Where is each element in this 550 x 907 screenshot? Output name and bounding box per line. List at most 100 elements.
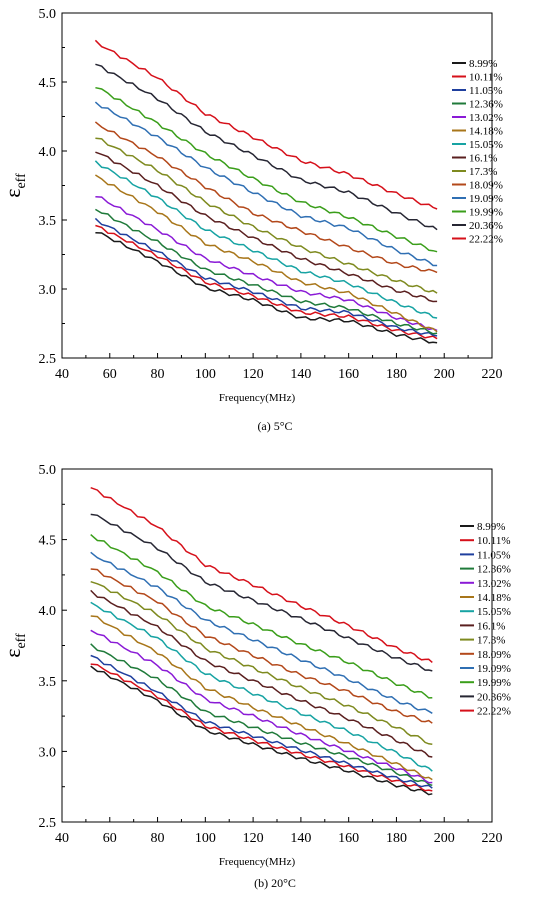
chart-panel-1: 40 60 80 100 120 140 160 180 200 220 2.5 3.0 3.5 4.0 4… <box>0 7 503 433</box>
plot-frame <box>61 12 493 359</box>
legend-label: 14.18% <box>477 592 511 604</box>
legend-label: 19.09% <box>477 663 511 675</box>
x-tick-label: 120 <box>243 831 264 846</box>
x-tick-label: 200 <box>434 831 455 846</box>
series-line-11.05% <box>94 217 438 337</box>
x-axis-label: Frequency(MHz) <box>219 856 296 868</box>
legend-label: 11.05% <box>477 549 511 561</box>
x-tick-label: 160 <box>338 831 359 846</box>
x-tick-label: 180 <box>386 367 407 382</box>
y-tick-label: 2.5 <box>39 352 57 367</box>
x-tick-label: 100 <box>195 831 216 846</box>
x-tick-label: 40 <box>55 367 69 382</box>
legend-label: 18.09% <box>477 649 511 661</box>
series-line-11.05% <box>90 654 433 789</box>
x-tick-label: 140 <box>290 831 311 846</box>
chart-panel-2: 40 60 80 100 120 140 160 180 200 220 2.5 3.0 3.5 4.0 4… <box>0 463 511 890</box>
legend-label: 10.11% <box>477 535 511 547</box>
legend-label: 19.09% <box>469 193 503 205</box>
figure-caption: (a) 5°C <box>257 419 292 433</box>
y-tick-label: 5.0 <box>39 7 57 22</box>
series-line-19.09% <box>94 101 438 267</box>
legend-label: 20.36% <box>469 220 503 232</box>
series-line-13.02% <box>95 195 438 332</box>
series-line-13.02% <box>90 629 433 784</box>
y-tick-label: 3.0 <box>39 745 57 760</box>
series-line-22.22% <box>90 486 433 663</box>
series-line-19.09% <box>90 551 433 714</box>
series-line-19.99% <box>90 534 433 699</box>
legend-label: 13.02% <box>477 578 511 590</box>
legend-label: 19.99% <box>477 677 511 689</box>
legend-label: 10.11% <box>469 72 503 84</box>
legend-label: 16.1% <box>469 153 497 165</box>
series-line-20.36% <box>90 513 433 672</box>
series-line-18.09% <box>94 121 438 274</box>
legend-label: 20.36% <box>477 691 511 703</box>
legend-label: 15.05% <box>469 139 503 151</box>
figure-caption: (b) 20°C <box>254 876 296 890</box>
series-line-22.22% <box>94 39 438 210</box>
y-tick-label: 4.5 <box>39 534 57 549</box>
series-line-19.99% <box>95 86 438 253</box>
legend: 8.99% 10.11% 11.05% 12.36% 13.02% 14.18% 15.05… <box>460 521 511 718</box>
x-tick-label: 40 <box>55 831 69 846</box>
x-tick-label: 180 <box>386 831 407 846</box>
x-axis-label: Frequency(MHz) <box>219 392 296 404</box>
y-tick-label: 4.5 <box>39 76 57 91</box>
legend-label: 14.18% <box>469 126 503 138</box>
x-tick-label: 80 <box>151 367 165 382</box>
plot-frame <box>61 468 493 823</box>
y-tick-label: 4.0 <box>39 145 57 160</box>
series-line-14.18% <box>94 174 438 333</box>
legend-label: 18.09% <box>469 180 503 192</box>
legend-label: 12.36% <box>477 564 511 576</box>
y-tick-label: 4.0 <box>39 604 57 619</box>
legend-label: 17.3% <box>477 635 505 647</box>
x-tick-label: 220 <box>482 831 503 846</box>
legend-label: 19.99% <box>469 207 503 219</box>
series-line-8.99% <box>95 231 438 344</box>
legend-label: 8.99% <box>469 58 497 70</box>
series-line-10.11% <box>95 224 438 340</box>
x-tick-label: 60 <box>103 367 117 382</box>
x-tick-label: 140 <box>290 367 311 382</box>
series-line-8.99% <box>90 665 433 796</box>
legend-label: 13.02% <box>469 112 503 124</box>
y-tick-label: 5.0 <box>39 463 57 478</box>
x-tick-label: 200 <box>434 367 455 382</box>
series-line-17.3% <box>95 137 438 294</box>
legend-label: 17.3% <box>469 166 497 178</box>
legend-label: 15.05% <box>477 606 511 618</box>
series-line-17.3% <box>90 580 433 746</box>
x-tick-label: 160 <box>338 367 359 382</box>
y-axis-label: εeff <box>0 173 29 198</box>
legend-label: 22.22% <box>477 706 511 718</box>
series-line-16.1% <box>95 151 438 303</box>
legend-label: 8.99% <box>477 521 505 533</box>
series-line-15.05% <box>90 601 433 772</box>
x-tick-label: 100 <box>195 367 216 382</box>
series-line-10.11% <box>90 663 433 792</box>
series-line-15.05% <box>94 160 438 319</box>
x-tick-label: 120 <box>243 367 264 382</box>
y-tick-label: 3.5 <box>39 675 57 690</box>
y-tick-label: 3.5 <box>39 214 57 229</box>
legend-label: 12.36% <box>469 99 503 111</box>
series-line-20.36% <box>95 63 438 231</box>
series-line-16.1% <box>90 589 433 758</box>
x-tick-label: 220 <box>482 367 503 382</box>
legend-label: 16.1% <box>477 620 505 632</box>
series-line-18.09% <box>90 568 433 724</box>
series-line-14.18% <box>90 615 433 781</box>
legend: 8.99% 10.11%11.05% 12.36%13.02% 14.18%15.05… <box>452 58 503 246</box>
series-line-12.36% <box>95 208 438 335</box>
legend-label: 11.05% <box>469 85 503 97</box>
series-line-12.36% <box>90 643 433 787</box>
x-tick-label: 80 <box>151 831 165 846</box>
legend-label: 22.22% <box>469 234 503 246</box>
y-tick-label: 2.5 <box>39 816 57 831</box>
y-axis-label: εeff <box>0 633 29 658</box>
